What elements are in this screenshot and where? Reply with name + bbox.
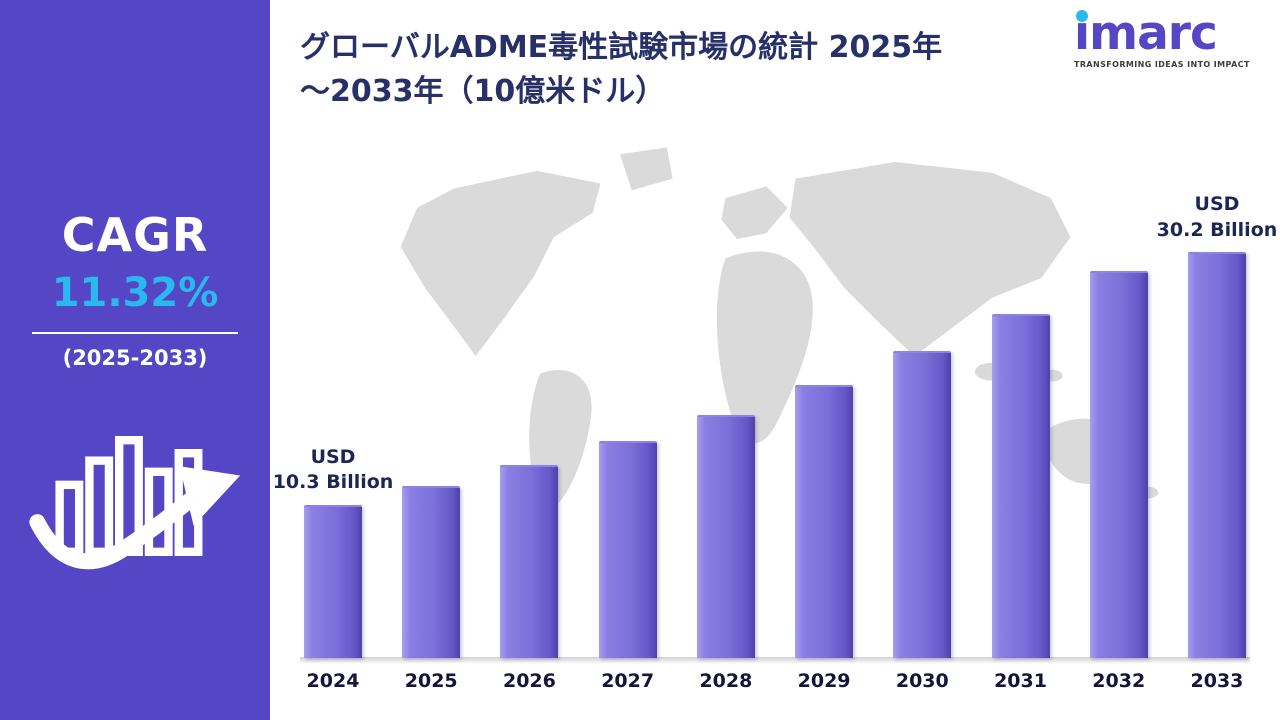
- x-axis-label-2031: 2031: [994, 670, 1047, 692]
- page-title-line1: グローバルADME毒性試験市場の統計 2025年: [300, 30, 943, 65]
- bar-2027: [598, 441, 657, 658]
- world-map-background: [400, 147, 1159, 513]
- bar-column-2031: 2031: [988, 192, 1054, 692]
- bar-column-2028: 2028: [693, 192, 759, 692]
- x-axis-label-2027: 2027: [601, 670, 655, 692]
- bar-value-label-2024: USD 10.3 Billion: [272, 445, 394, 494]
- bar-column-2029: 2029: [791, 192, 857, 692]
- bar-column-2026: 2026: [496, 192, 562, 692]
- bar-column-2030: 2030: [889, 192, 955, 692]
- bar-column-2033: USD 30.2 Billion 2033: [1157, 192, 1278, 692]
- x-axis-label-2026: 2026: [502, 670, 556, 692]
- imarc-logo-tagline: TRANSFORMING IDEAS INTO IMPACT: [1074, 60, 1250, 69]
- x-axis-label-2024: 2024: [306, 670, 360, 692]
- x-axis-label-2030: 2030: [895, 670, 949, 692]
- bar-column-2024: USD 10.3 Billion 2024: [273, 192, 394, 692]
- bar-chart: USD 10.3 Billion 2024 2025 2026 2027 2028 2029 2…: [273, 192, 1278, 692]
- bar-column-2025: 2025: [398, 192, 464, 692]
- x-axis-label-2028: 2028: [699, 670, 753, 692]
- page-title: グローバルADME毒性試験市場の統計 2025年 ～2033年（10億米ドル）: [300, 26, 1080, 113]
- bar-2032: [1089, 271, 1148, 658]
- bar-value-label-2033: USD 30.2 Billion: [1156, 193, 1278, 241]
- page-title-line2: ～2033年（10億米ドル）: [300, 73, 666, 109]
- bar-2031: [991, 314, 1050, 658]
- bar-2026: [500, 465, 559, 658]
- chart-baseline-shadow: [300, 657, 1250, 664]
- bar-2025: [402, 486, 461, 658]
- bar-column-2032: 2032: [1086, 192, 1152, 692]
- growth-bars-arrow-icon: [0, 412, 270, 584]
- x-axis-label-2029: 2029: [797, 670, 851, 692]
- x-axis-label-2032: 2032: [1092, 670, 1146, 692]
- x-axis-label-2025: 2025: [404, 670, 458, 692]
- bar-2024: [304, 505, 362, 658]
- x-axis-label-2033: 2033: [1190, 670, 1244, 692]
- imarc-logo: imarc TRANSFORMING IDEAS INTO IMPACT: [1074, 10, 1264, 69]
- cagr-panel: CAGR 11.32% (2025-2033): [0, 0, 270, 720]
- cagr-value: 11.32%: [51, 270, 219, 316]
- imarc-logo-text: imarc: [1074, 6, 1218, 61]
- bar-2028: [696, 415, 755, 658]
- cagr-period: (2025-2033): [62, 346, 208, 370]
- divider-line: [32, 332, 238, 334]
- bar-2029: [795, 385, 854, 658]
- cagr-label: CAGR: [61, 208, 209, 262]
- bar-2033: [1187, 252, 1246, 658]
- bar-2030: [893, 351, 952, 658]
- bar-column-2027: 2027: [595, 192, 661, 692]
